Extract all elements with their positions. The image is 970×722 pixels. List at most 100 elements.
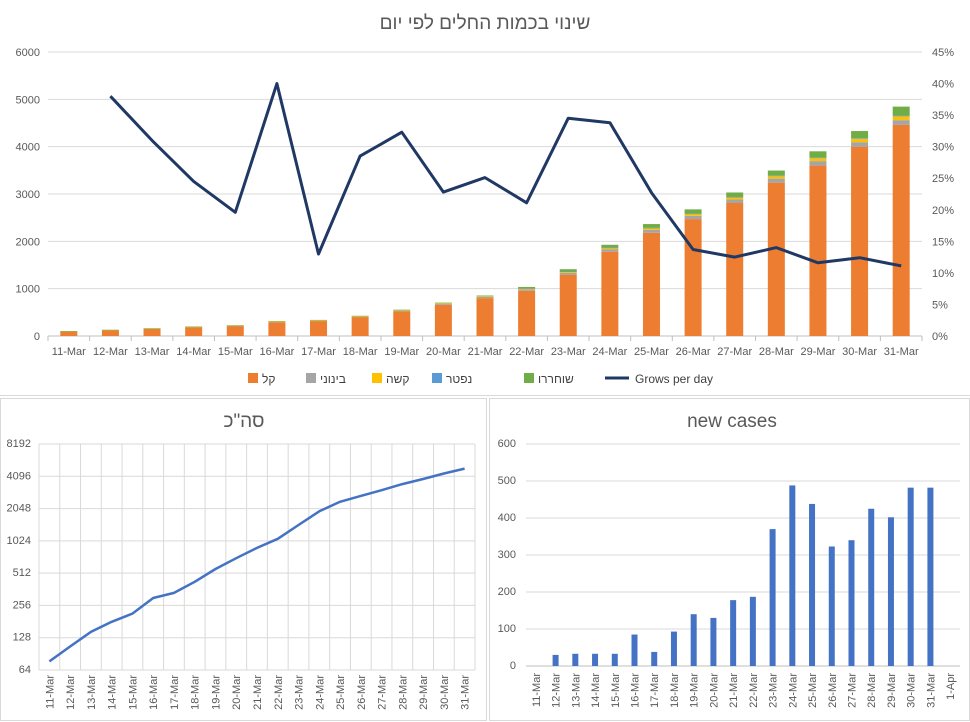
y-tick-label: 6000 (16, 47, 40, 59)
legend-swatch (524, 373, 534, 383)
x-tick-label: 22-Mar (509, 346, 544, 358)
top-chart-panel[interactable]: שינוי בכמות החלים לפי יום 0 1000 2000 3000 40… (0, 0, 970, 396)
y-tick-label: 4000 (16, 142, 40, 154)
legend-label: קל (262, 372, 275, 386)
bar-segment (434, 302, 452, 304)
chart-title: new cases (687, 411, 777, 432)
bar-segment (559, 269, 577, 272)
y2-tick-label: 25% (932, 173, 954, 185)
bar-segment (518, 289, 536, 291)
bar-segment (393, 311, 411, 336)
x-tick-label: 15-Mar (127, 675, 139, 710)
x-tick-label: 19-Mar (689, 673, 701, 708)
x-tick-label: 22-Mar (273, 675, 285, 710)
bar-segment (185, 327, 203, 336)
bar-segment (642, 232, 660, 336)
bar-segment (642, 224, 660, 228)
x-tick-label: 31-Mar (925, 673, 937, 708)
bar-segment (809, 165, 827, 336)
bar-segment (268, 321, 286, 322)
y-tick-label: 3000 (16, 189, 40, 201)
x-tick-label: 20-Mar (231, 675, 243, 710)
new-cases-bar (631, 634, 638, 666)
bar-segment (726, 199, 744, 203)
x-tick-label: 29-Mar (801, 346, 836, 358)
bar-segment (101, 329, 119, 331)
x-tick-label: 16-Mar (630, 673, 642, 708)
new-cases-bar (710, 617, 717, 666)
bar-segment (518, 288, 536, 290)
y-tick-label: 0 (510, 660, 516, 672)
x-tick-label: 15-Mar (610, 673, 622, 708)
x-tick-label: 16-Mar (259, 346, 294, 358)
grows-per-day-line (109, 82, 902, 268)
x-tick-label: 21-Mar (252, 675, 264, 710)
y2-tick-label: 30% (932, 142, 954, 154)
x-tick-label: 19-Mar (210, 675, 222, 710)
x-tick-label: 21-Mar (728, 673, 740, 708)
x-tick-label: 1-Apr (945, 673, 957, 700)
new-cases-bar (907, 487, 914, 666)
legend-label: בינוני (320, 372, 346, 386)
bar-segment (767, 176, 785, 179)
bar-segment (310, 319, 328, 321)
bar-segment (101, 330, 119, 336)
bar-segment (809, 151, 827, 158)
x-tick-label: 24-Mar (787, 673, 799, 708)
y2-tick-label: 35% (932, 110, 954, 122)
x-tick-label: 13-Mar (86, 675, 98, 710)
y-tick-label: 8192 (7, 438, 31, 450)
x-tick-label: 24-Mar (314, 675, 326, 710)
new-cases-bar (828, 546, 835, 666)
x-tick-label: 31-Mar (460, 675, 472, 710)
x-tick-label: 14-Mar (176, 346, 211, 358)
bar-segment (393, 309, 411, 311)
y2-tick-label: 5% (932, 299, 948, 311)
x-tick-label: 26-Mar (676, 346, 711, 358)
bar-segment (351, 316, 369, 318)
total-line (48, 467, 465, 663)
bar-segment (684, 215, 702, 220)
x-tick-label: 17-Mar (301, 346, 336, 358)
bar-segment (684, 213, 702, 215)
bar-segment (518, 288, 536, 289)
left-chart-panel[interactable]: סה"כ 64 128 256 512 1024 2048 4096 8192 11-Mar 12-… (0, 398, 487, 721)
x-tick-label: 17-Mar (649, 673, 661, 708)
bar-segment (726, 192, 744, 197)
bar-segment (143, 328, 161, 329)
bar-segment (518, 286, 536, 289)
bar-segment (351, 317, 369, 336)
x-tick-label: 21-Mar (468, 346, 503, 358)
x-tick-label: 29-Mar (418, 675, 430, 710)
bar-segment (601, 247, 619, 250)
x-tick-label: 20-Mar (708, 673, 720, 708)
bar-segment (601, 251, 619, 336)
x-tick-label: 12-Mar (551, 673, 563, 708)
x-tick-label: 11-Mar (44, 675, 56, 709)
new-cases-bar (868, 508, 875, 666)
x-tick-label: 26-Mar (827, 673, 839, 708)
x-tick-label: 29-Mar (886, 673, 898, 708)
x-tick-label: 11-Mar (531, 673, 543, 707)
bar-segment (268, 322, 286, 336)
x-tick-label: 13-Mar (570, 673, 582, 708)
bar-segment (642, 227, 660, 229)
bar-segment (851, 138, 869, 143)
new-cases-bar (611, 653, 618, 666)
bar-segment (601, 249, 619, 252)
bar-segment (559, 271, 577, 273)
bar-segment (559, 274, 577, 336)
new-cases-bar-chart: new cases 0 100 200 300 400 500 600 11-Mar 12-Mar… (498, 411, 960, 708)
total-log-line-chart: סה"כ 64 128 256 512 1024 2048 4096 8192 11-Mar 12-… (7, 411, 476, 710)
x-tick-label: 28-Mar (397, 675, 409, 710)
bar-segment (476, 296, 494, 297)
new-cases-bar (848, 540, 855, 666)
bar-segment (226, 325, 244, 326)
bar-segment (476, 295, 494, 297)
right-chart-panel[interactable]: new cases 0 100 200 300 400 500 600 11-Mar 12-Mar… (489, 398, 970, 721)
y-tick-label: 2048 (7, 503, 31, 515)
x-tick-label: 27-Mar (717, 346, 752, 358)
x-tick-label: 27-Mar (377, 675, 389, 710)
x-tick-label: 14-Mar (590, 673, 602, 708)
x-tick-label: 23-Mar (768, 673, 780, 708)
